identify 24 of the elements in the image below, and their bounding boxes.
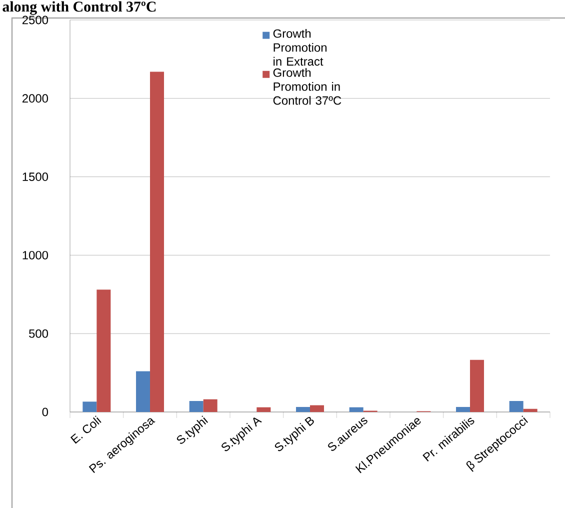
bar (150, 72, 164, 412)
bar (310, 405, 324, 412)
y-tick-label: 2500 (22, 16, 48, 24)
y-tick-label: 2000 (22, 94, 48, 103)
y-tick-label: 0 (42, 408, 48, 416)
bar (523, 408, 538, 412)
y-tick-label: 1000 (22, 250, 48, 260)
legend-label: Growth Promotion in Extract (273, 29, 327, 66)
bar (296, 406, 310, 412)
chart-title: along with Control 37ºC (2, 1, 156, 15)
bar (189, 401, 204, 412)
bar (509, 401, 524, 412)
bar (136, 371, 150, 412)
bar (96, 290, 111, 412)
legend-label: Growth Promotion in Control 37ºC (273, 68, 342, 105)
bar (82, 402, 97, 412)
y-tick-label: 1500 (22, 172, 48, 182)
bar (349, 407, 364, 412)
bar (203, 399, 218, 412)
y-tick-label: 500 (29, 329, 48, 338)
bar (470, 360, 484, 412)
bar (456, 406, 470, 412)
bar (256, 407, 271, 412)
x-tick-label: E. Coli (70, 416, 102, 444)
